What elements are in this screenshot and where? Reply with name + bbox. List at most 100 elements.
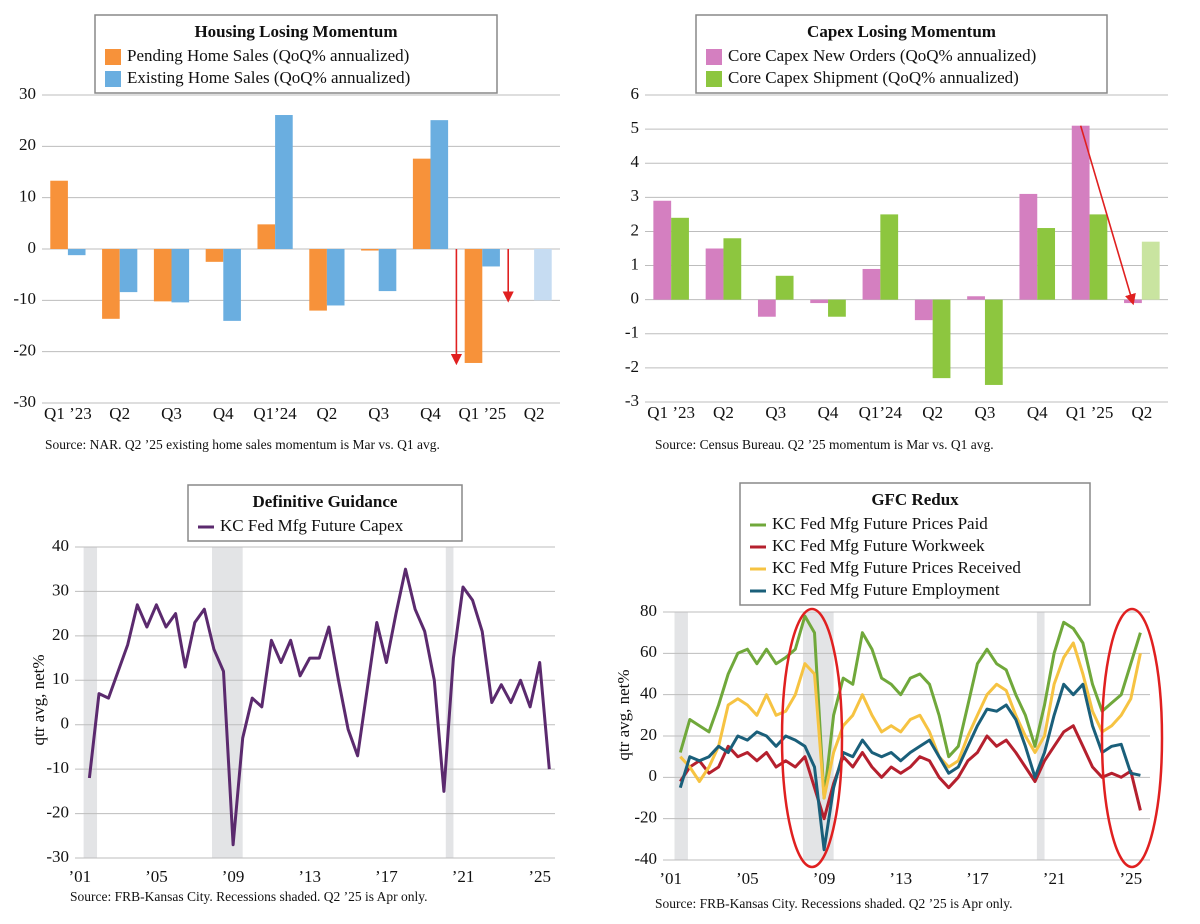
bar: [534, 249, 552, 301]
source-note: Source: NAR. Q2 ’25 existing home sales …: [45, 437, 440, 452]
y-tick-label: 4: [631, 152, 640, 171]
source-note: Source: Census Bureau. Q2 ’25 momentum i…: [655, 437, 994, 452]
chart-title: GFC Redux: [871, 490, 959, 509]
bar: [757, 299, 776, 317]
x-tick-label: Q2: [713, 403, 734, 422]
bar: [171, 249, 190, 303]
y-tick-label: -1: [625, 323, 639, 342]
y-tick-label: -3: [625, 391, 639, 410]
y-tick-label: 0: [631, 289, 640, 308]
bar: [430, 120, 449, 249]
x-tick-label: ’17: [375, 867, 398, 886]
series-line: [678, 614, 1142, 800]
bar: [1141, 241, 1160, 300]
series-line: [87, 567, 551, 847]
bar: [50, 180, 68, 249]
bar: [1071, 125, 1090, 300]
legend-swatch: [105, 71, 121, 87]
bar: [275, 115, 293, 250]
x-tick-label: Q1 ’25: [1066, 403, 1114, 422]
y-tick-label: 30: [52, 580, 69, 599]
legend-label: KC Fed Mfg Future Prices Received: [772, 558, 1021, 577]
x-tick-label: ’01: [659, 869, 682, 888]
y-tick-label: -20: [634, 808, 657, 827]
bar: [482, 249, 500, 267]
legend-swatch: [706, 49, 722, 65]
bar: [984, 299, 1003, 385]
bar: [464, 249, 483, 363]
highlight-ellipse: [1100, 607, 1164, 869]
x-tick-label: Q2: [922, 403, 943, 422]
y-tick-label: 0: [61, 714, 70, 733]
y-tick-label: 60: [640, 642, 657, 661]
bar: [257, 224, 276, 249]
annotation-arrow: [1079, 125, 1136, 306]
x-tick-label: Q1 ’25: [458, 404, 506, 423]
bar: [309, 249, 327, 311]
y-tick-label: -20: [13, 341, 36, 360]
legend-label: Existing Home Sales (QoQ% annualized): [127, 68, 410, 87]
legend-box: [739, 482, 1091, 606]
source-note: Source: FRB-Kansas City. Recessions shad…: [655, 896, 1012, 911]
legend-label: KC Fed Mfg Future Prices Paid: [772, 514, 988, 533]
x-tick-label: ’09: [813, 869, 836, 888]
recession-shade: [212, 547, 243, 858]
x-tick-label: Q1’24: [253, 404, 297, 423]
chart-title: Housing Losing Momentum: [194, 22, 397, 41]
x-tick-label: Q1’24: [859, 403, 903, 422]
y-tick-label: 40: [52, 536, 69, 555]
bar: [653, 200, 672, 300]
chart-title: Capex Losing Momentum: [807, 22, 996, 41]
y-tick-label: -10: [13, 289, 36, 308]
y-tick-label: -2: [625, 357, 639, 376]
x-tick-label: ’13: [298, 867, 321, 886]
x-tick-label: Q4: [1027, 403, 1048, 422]
y-tick-label: 10: [52, 669, 69, 688]
bar: [326, 249, 345, 306]
bar: [412, 158, 431, 249]
legend-box: [695, 14, 1108, 94]
y-tick-label: -30: [46, 847, 69, 866]
y-tick-label: 80: [640, 601, 657, 620]
x-tick-label: Q4: [818, 403, 839, 422]
legend-label: KC Fed Mfg Future Capex: [220, 516, 404, 535]
legend-label: KC Fed Mfg Future Employment: [772, 580, 1000, 599]
x-tick-label: Q1 ’23: [647, 403, 695, 422]
legend-label: Core Capex Shipment (QoQ% annualized): [728, 68, 1019, 87]
bar: [378, 249, 397, 292]
bar: [828, 299, 846, 317]
recession-shade: [83, 547, 98, 858]
x-tick-label: Q2: [1131, 403, 1152, 422]
x-tick-label: Q2: [524, 404, 545, 423]
x-tick-label: ’13: [889, 869, 912, 888]
source-note: Source: FRB-Kansas City. Recessions shad…: [70, 889, 427, 904]
series-line: [679, 724, 1142, 821]
legend-label: KC Fed Mfg Future Workweek: [772, 536, 985, 555]
bar: [153, 249, 172, 302]
x-tick-label: Q3: [975, 403, 996, 422]
highlight-ellipse: [780, 607, 844, 869]
x-tick-label: ’25: [528, 867, 551, 886]
y-tick-label: -30: [13, 392, 36, 411]
bar: [205, 249, 224, 262]
y-axis-label: qtr avg, net%: [29, 654, 48, 745]
y-tick-label: 3: [631, 186, 640, 205]
x-tick-label: Q4: [213, 404, 234, 423]
y-tick-label: -40: [634, 849, 657, 868]
y-axis-label: qtr avg, net%: [614, 669, 633, 760]
x-tick-label: ’01: [68, 867, 91, 886]
bar: [119, 249, 138, 293]
y-tick-label: 40: [640, 684, 657, 703]
bar: [880, 214, 899, 300]
y-tick-label: 6: [631, 84, 640, 103]
y-tick-label: 1: [631, 254, 640, 273]
series-line: [679, 641, 1142, 800]
bar: [223, 249, 241, 321]
legend-label: Pending Home Sales (QoQ% annualized): [127, 46, 409, 65]
bar: [67, 249, 86, 256]
legend-swatch: [706, 71, 722, 87]
y-tick-label: 20: [19, 135, 36, 154]
bar: [1019, 193, 1038, 300]
x-tick-label: Q2: [317, 404, 338, 423]
x-tick-label: Q3: [368, 404, 389, 423]
